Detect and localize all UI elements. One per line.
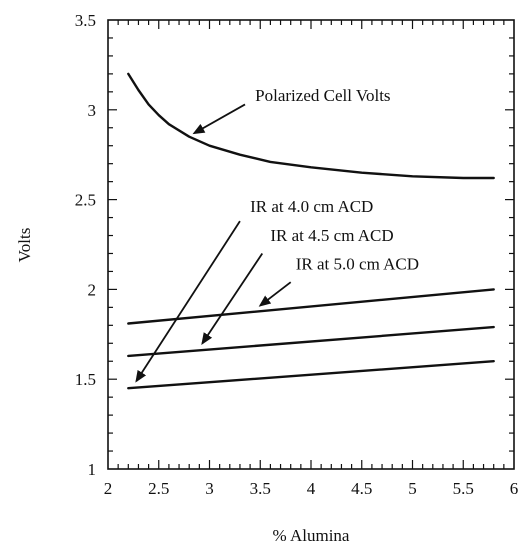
x-tick-label: 3.5 [250,479,271,498]
y-tick-label: 1 [88,460,97,479]
annotation-label-3: IR at 5.0 cm ACD [296,255,419,274]
annotation-arrow-2 [201,252,264,345]
annotation-arrow-1 [135,220,241,383]
series-line-2 [127,325,495,358]
y-tick-label: 1.5 [75,370,96,389]
x-tick-label: 3 [205,479,214,498]
x-tick-label: 5 [408,479,417,498]
series-line-0 [127,72,495,180]
x-axis-label: % Alumina [273,526,350,545]
y-tick-label: 2 [88,280,97,299]
series-line-1 [127,288,495,325]
tick-labels: 2 2.5 3 3.5 4 4.5 5 5.5 6 1 1.5 2 2.5 3 3.5 [75,11,519,498]
annotation-label-2: IR at 4.5 cm ACD [270,226,393,245]
y-axis-label: Volts [15,228,34,263]
y-tick-label: 3.5 [75,11,96,30]
annotation-arrow-0 [192,103,246,135]
y-tick-label: 3 [88,101,97,120]
x-tick-label: 2.5 [148,479,169,498]
annotations: Polarized Cell Volts IR at 4.0 cm ACD IR a… [135,86,419,383]
x-tick-label: 6 [510,479,519,498]
y-tick-label: 2.5 [75,191,96,210]
x-tick-label: 5.5 [453,479,474,498]
series-line-3 [127,360,495,390]
annotation-label-1: IR at 4.0 cm ACD [250,197,373,216]
x-tick-label: 4 [307,479,316,498]
x-tick-label: 4.5 [351,479,372,498]
ticks [108,20,514,469]
annotation-arrow-3 [258,281,292,307]
annotation-label-0: Polarized Cell Volts [255,86,390,105]
x-tick-label: 2 [104,479,113,498]
series-group [127,72,495,390]
